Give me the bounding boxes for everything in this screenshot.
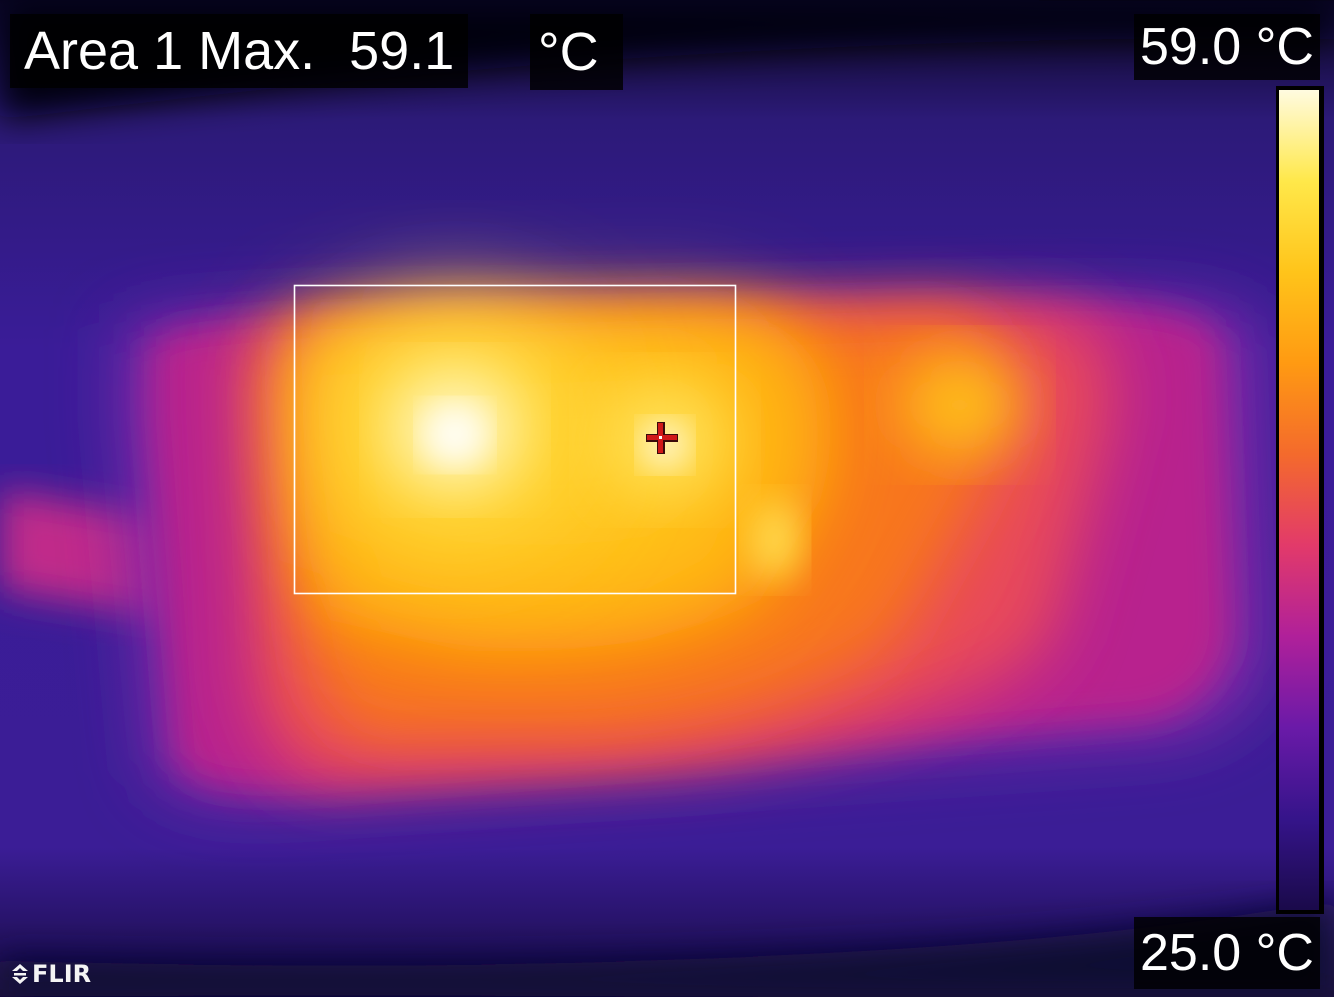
color-scale-bar — [1279, 90, 1319, 910]
flir-logo-icon — [12, 964, 28, 984]
scale-max-readout: 59.0 °C — [1133, 14, 1320, 80]
color-scale — [1276, 86, 1324, 914]
flir-logo: FLIR — [10, 960, 91, 988]
scale-min-readout: 25.0 °C — [1133, 917, 1320, 989]
area-unit: °C — [538, 22, 599, 82]
scale-min-label: 25.0 °C — [1139, 924, 1314, 982]
area-label: Area 1 Max. — [24, 21, 316, 81]
flir-logo-text: FLIR — [32, 960, 92, 988]
area-unit-box: °C — [530, 14, 623, 90]
measurement-area-box[interactable] — [293, 284, 737, 595]
area-measurement-readout: Area 1 Max. 59.1 — [10, 14, 469, 88]
crosshair-icon — [646, 422, 678, 454]
scale-max-label: 59.0 °C — [1139, 18, 1314, 76]
area-max-value: 59.1 — [349, 21, 455, 81]
